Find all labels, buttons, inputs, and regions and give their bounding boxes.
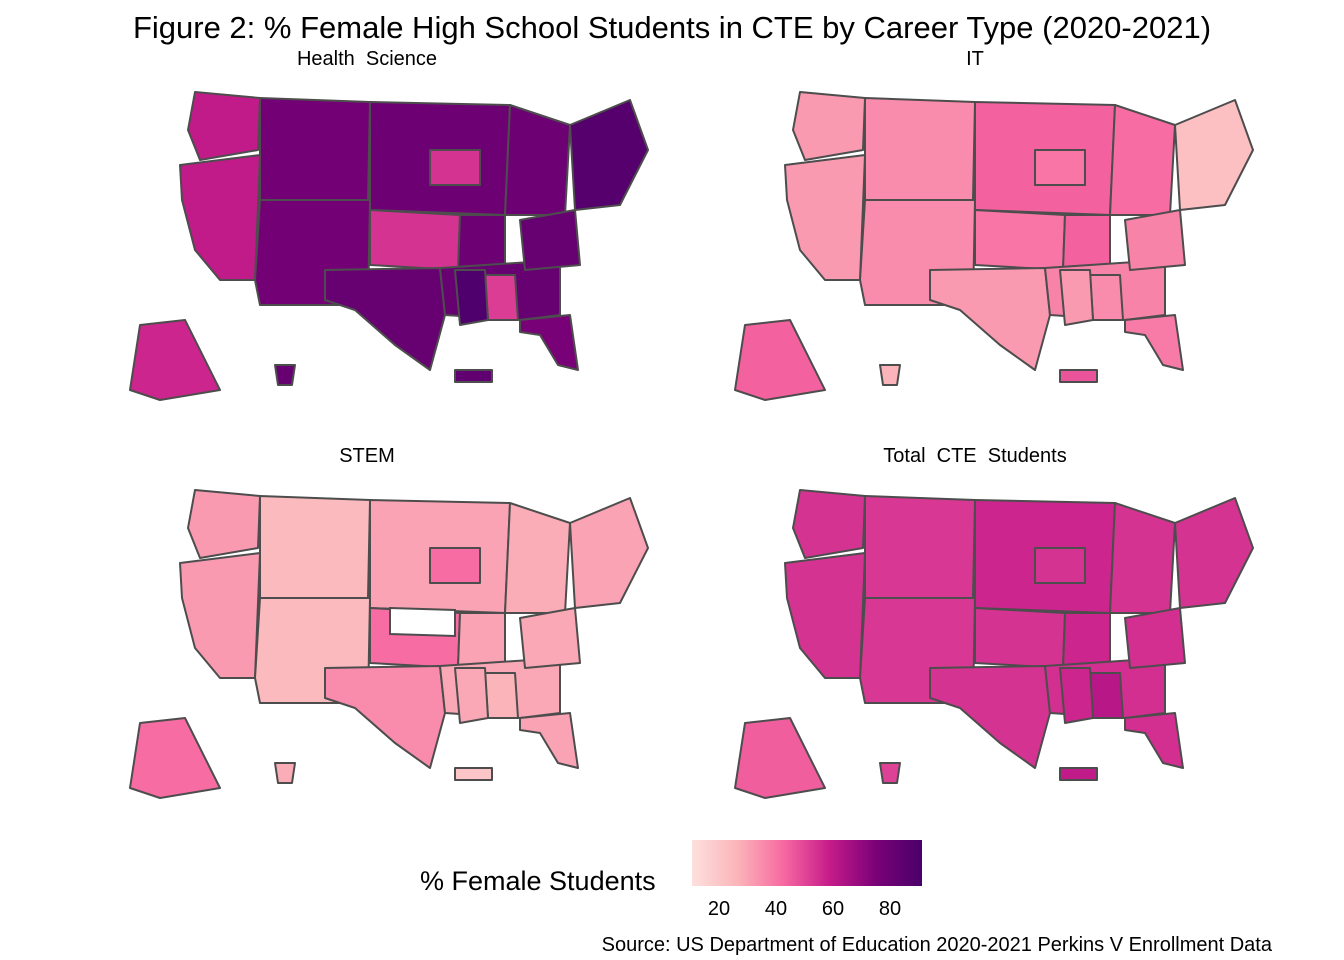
region-west-coast (792, 489, 866, 559)
region-west-coast (187, 489, 261, 559)
map-it (734, 91, 1254, 401)
region-west-coast (187, 91, 261, 161)
region-mississippi (454, 667, 489, 724)
region-west-coast (784, 552, 866, 679)
panel-title-health-science: Health Science (296, 48, 438, 70)
region-texas (929, 665, 1051, 769)
region-iowa-kansas (429, 149, 481, 186)
region-midwest (504, 502, 571, 614)
region-pr (454, 369, 493, 383)
region-mountain (259, 495, 371, 599)
panel-title-total-cte: Total CTE Students (883, 445, 1067, 467)
map-total-cte (734, 489, 1254, 799)
region-pr (1059, 369, 1098, 383)
region-west-coast (792, 91, 866, 161)
region-florida (519, 712, 579, 769)
region-alaska (129, 319, 221, 401)
region-iowa-kansas (1034, 547, 1086, 584)
region-hawaii (274, 762, 296, 784)
region-south (519, 209, 581, 271)
region-iowa-kansas (429, 547, 481, 584)
legend-tick-40: 40 (764, 898, 788, 920)
region-midwest (1109, 502, 1176, 614)
region-south (1124, 209, 1186, 271)
legend-tick-60: 60 (821, 898, 845, 920)
map-health-science (129, 91, 649, 401)
region-texas (324, 665, 446, 769)
region-florida (1124, 314, 1184, 371)
region-mississippi (1059, 667, 1094, 724)
region-alaska (734, 717, 826, 799)
region-alabama (1089, 274, 1124, 321)
legend-title: % Female Students (420, 866, 656, 896)
legend-color-bar (692, 840, 922, 886)
region-south (519, 607, 581, 669)
region-plains (1062, 214, 1111, 271)
region-florida (1124, 712, 1184, 769)
legend-tick-20: 20 (707, 898, 731, 920)
region-alabama (1089, 672, 1124, 719)
region-hawaii (274, 364, 296, 386)
region-iowa-kansas (1034, 149, 1086, 186)
region-plains (457, 214, 506, 271)
region-midwest (504, 104, 571, 216)
region-hawaii (879, 364, 901, 386)
region-alaska (129, 717, 221, 799)
region-mountain (864, 97, 976, 201)
region-northeast (569, 497, 649, 609)
region-mississippi (454, 269, 489, 326)
region-alabama (484, 672, 519, 719)
region-northeast (1174, 99, 1254, 211)
map-stem (129, 489, 649, 799)
region-midwest (1109, 104, 1176, 216)
source-note: Source: US Department of Education 2020-… (601, 934, 1272, 956)
region-florida (519, 314, 579, 371)
region-no-data (389, 606, 456, 638)
region-hawaii (879, 762, 901, 784)
region-iowa-kansas (974, 607, 1066, 669)
region-west-coast (784, 154, 866, 281)
region-pr (1059, 767, 1098, 781)
panel-title-it: IT (966, 48, 984, 70)
region-mountain (864, 495, 976, 599)
region-texas (324, 267, 446, 371)
region-iowa-kansas (974, 209, 1066, 271)
region-alaska (734, 319, 826, 401)
panel-title-stem: STEM (339, 445, 395, 467)
region-northeast (569, 99, 649, 211)
region-plains (1062, 612, 1111, 669)
legend-tick-80: 80 (878, 898, 902, 920)
region-west-coast (179, 154, 261, 281)
region-south (1124, 607, 1186, 669)
region-alabama (484, 274, 519, 321)
region-mountain (259, 97, 371, 201)
region-plains (457, 612, 506, 669)
region-iowa-kansas (369, 209, 461, 271)
figure-title: Figure 2: % Female High School Students … (132, 10, 1212, 45)
region-northeast (1174, 497, 1254, 609)
region-west-coast (179, 552, 261, 679)
region-texas (929, 267, 1051, 371)
region-mississippi (1059, 269, 1094, 326)
region-pr (454, 767, 493, 781)
